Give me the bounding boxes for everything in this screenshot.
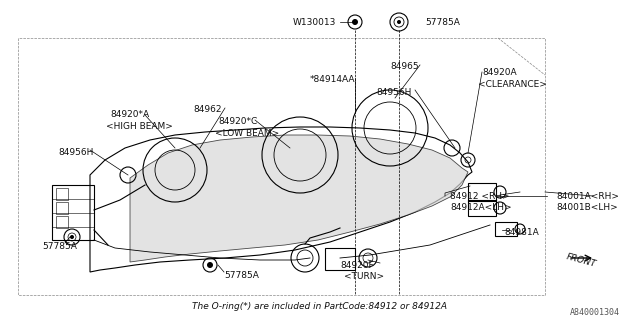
Bar: [56, 188, 68, 200]
Text: 84920*A: 84920*A: [110, 110, 149, 119]
Circle shape: [207, 262, 213, 268]
Text: FRONT: FRONT: [565, 252, 597, 269]
Text: 57785A: 57785A: [42, 242, 77, 251]
Text: 84920F: 84920F: [340, 261, 374, 270]
Bar: [56, 202, 68, 214]
Text: 57785A: 57785A: [425, 18, 460, 27]
Polygon shape: [130, 135, 468, 262]
Text: 57785A: 57785A: [224, 271, 259, 280]
Circle shape: [70, 235, 74, 239]
Text: <HIGH BEAM>: <HIGH BEAM>: [106, 122, 173, 131]
Bar: [468, 200, 496, 216]
Text: W130013: W130013: [292, 18, 336, 27]
Bar: [52, 185, 94, 240]
Text: *84914AA: *84914AA: [310, 75, 355, 84]
Circle shape: [352, 19, 358, 25]
Bar: [56, 216, 68, 228]
Bar: [495, 222, 517, 236]
Text: 84912 <RH>: 84912 <RH>: [450, 192, 509, 201]
Text: 84956H: 84956H: [58, 148, 93, 157]
Circle shape: [397, 20, 401, 24]
Text: 84001B<LH>: 84001B<LH>: [556, 203, 618, 212]
Text: 84962: 84962: [193, 105, 221, 114]
Text: 84956H: 84956H: [376, 88, 412, 97]
Text: <TURN>: <TURN>: [344, 272, 384, 281]
Text: 84912A<LH>: 84912A<LH>: [450, 203, 511, 212]
Text: 84001A<RH>: 84001A<RH>: [556, 192, 619, 201]
Text: <LOW BEAM>: <LOW BEAM>: [215, 129, 279, 138]
Text: 84965: 84965: [390, 62, 419, 71]
Text: 84981A: 84981A: [504, 228, 539, 237]
Bar: [325, 248, 355, 270]
Text: A840001304: A840001304: [570, 308, 620, 317]
Text: The O-ring(*) are included in PartCode:84912 or 84912A: The O-ring(*) are included in PartCode:8…: [193, 302, 447, 311]
Text: 84920A: 84920A: [482, 68, 516, 77]
Text: <CLEARANCE>: <CLEARANCE>: [478, 80, 547, 89]
Text: 84920*C: 84920*C: [218, 117, 257, 126]
Bar: [468, 183, 496, 201]
